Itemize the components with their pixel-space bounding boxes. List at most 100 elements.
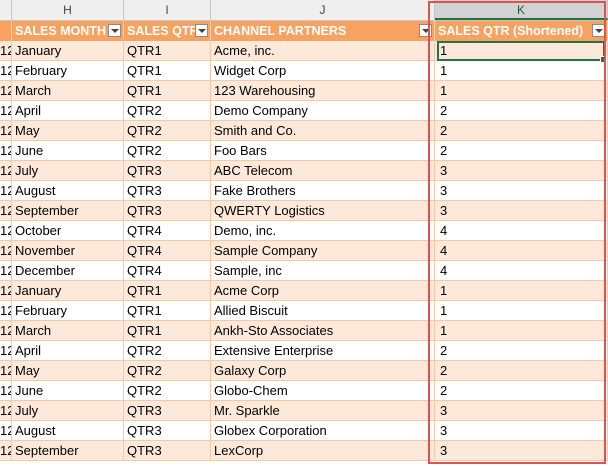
cell-sales-month[interactable]: August (12, 421, 124, 441)
cell-sales-month[interactable]: September (12, 201, 124, 221)
cell-partial[interactable]: 12 (0, 441, 12, 461)
cell-partial[interactable]: 12 (0, 261, 12, 281)
cell-sales-qtr[interactable]: QTR2 (124, 381, 211, 401)
cell-sales-month[interactable]: June (12, 381, 124, 401)
cell-sales-qtr[interactable]: QTR3 (124, 201, 211, 221)
cell-sales-month[interactable]: December (12, 261, 124, 281)
cell-sales-qtr-shortened[interactable]: 4 (435, 241, 608, 261)
cell-channel-partner[interactable]: Galaxy Corp (211, 361, 435, 381)
cell-partial[interactable]: 12 (0, 161, 12, 181)
cell-sales-month[interactable]: June (12, 141, 124, 161)
cell-sales-qtr-shortened[interactable]: 2 (435, 141, 608, 161)
column-header-j[interactable]: J (211, 0, 435, 20)
cell-sales-month[interactable]: October (12, 221, 124, 241)
cell-partial[interactable]: 12 (0, 141, 12, 161)
cell-sales-qtr-shortened[interactable]: 3 (435, 201, 608, 221)
filter-dropdown-icon[interactable] (195, 24, 208, 37)
cell-sales-qtr[interactable]: QTR3 (124, 181, 211, 201)
cell-sales-month[interactable]: March (12, 81, 124, 101)
cell-sales-qtr-shortened[interactable]: 1 (435, 301, 608, 321)
cell-channel-partner[interactable]: QWERTY Logistics (211, 201, 435, 221)
cell-channel-partner[interactable]: Sample Company (211, 241, 435, 261)
header-cell-channel-partners[interactable]: CHANNEL PARTNERS (211, 21, 435, 41)
filter-dropdown-icon[interactable] (419, 24, 432, 37)
filter-dropdown-icon[interactable] (592, 24, 605, 37)
column-header-h[interactable]: H (12, 0, 124, 20)
header-cell-sales-month[interactable]: SALES MONTH (12, 21, 124, 41)
cell-sales-qtr[interactable]: QTR3 (124, 161, 211, 181)
cell-sales-month[interactable]: May (12, 361, 124, 381)
cell-channel-partner[interactable]: Foo Bars (211, 141, 435, 161)
column-header-k[interactable]: K (435, 0, 608, 20)
cell-channel-partner[interactable]: Acme, inc. (211, 41, 435, 61)
cell-sales-qtr-shortened[interactable]: 1 (435, 281, 608, 301)
cell-sales-qtr-shortened[interactable]: 3 (435, 181, 608, 201)
cell-sales-qtr[interactable]: QTR2 (124, 361, 211, 381)
cell-sales-qtr[interactable]: QTR1 (124, 61, 211, 81)
cell-sales-qtr[interactable]: QTR4 (124, 221, 211, 241)
cell-channel-partner[interactable]: Mr. Sparkle (211, 401, 435, 421)
cell-channel-partner[interactable]: Fake Brothers (211, 181, 435, 201)
cell-channel-partner[interactable]: Smith and Co. (211, 121, 435, 141)
cell-sales-qtr[interactable]: QTR2 (124, 121, 211, 141)
cell-sales-qtr[interactable]: QTR1 (124, 301, 211, 321)
cell-channel-partner[interactable]: Sample, inc (211, 261, 435, 281)
cell-sales-qtr-shortened[interactable]: 2 (435, 381, 608, 401)
cell-partial[interactable]: 12 (0, 421, 12, 441)
cell-sales-month[interactable]: February (12, 301, 124, 321)
cell-sales-month[interactable]: May (12, 121, 124, 141)
cell-sales-qtr-shortened[interactable]: 2 (435, 121, 608, 141)
cell-sales-month[interactable]: April (12, 341, 124, 361)
cell-channel-partner[interactable]: LexCorp (211, 441, 435, 461)
cell-sales-month[interactable]: July (12, 161, 124, 181)
cell-sales-qtr[interactable]: QTR1 (124, 81, 211, 101)
cell-sales-month[interactable]: February (12, 61, 124, 81)
cell-channel-partner[interactable]: Allied Biscuit (211, 301, 435, 321)
cell-sales-qtr-shortened[interactable]: 3 (435, 421, 608, 441)
cell-channel-partner[interactable]: 123 Warehousing (211, 81, 435, 101)
cell-sales-qtr-shortened[interactable]: 2 (435, 341, 608, 361)
cell-sales-qtr-shortened[interactable]: 4 (435, 261, 608, 281)
cell-sales-qtr-shortened[interactable]: 1 (435, 61, 608, 81)
cell-sales-qtr[interactable]: QTR3 (124, 421, 211, 441)
cell-channel-partner[interactable]: Acme Corp (211, 281, 435, 301)
cell-channel-partner[interactable]: Extensive Enterprise (211, 341, 435, 361)
cell-sales-qtr[interactable]: QTR4 (124, 261, 211, 281)
cell-sales-month[interactable]: April (12, 101, 124, 121)
column-header-partial[interactable] (0, 0, 12, 20)
cell-sales-qtr[interactable]: QTR4 (124, 241, 211, 261)
cell-partial[interactable]: 12 (0, 241, 12, 261)
cell-sales-qtr[interactable]: QTR3 (124, 401, 211, 421)
cell-sales-qtr-shortened[interactable]: 3 (435, 441, 608, 461)
cell-sales-qtr-shortened[interactable]: 3 (435, 161, 608, 181)
cell-channel-partner[interactable]: Widget Corp (211, 61, 435, 81)
cell-partial[interactable]: 12 (0, 81, 12, 101)
cell-channel-partner[interactable]: Demo Company (211, 101, 435, 121)
cell-partial[interactable]: 12 (0, 121, 12, 141)
cell-sales-qtr-shortened[interactable]: 1 (435, 41, 608, 61)
column-header-i[interactable]: I (124, 0, 211, 20)
header-cell-sales-qtr-shortened[interactable]: SALES QTR (Shortened) (435, 21, 608, 41)
cell-sales-qtr-shortened[interactable]: 1 (435, 321, 608, 341)
cell-sales-qtr[interactable]: QTR1 (124, 321, 211, 341)
cell-sales-qtr-shortened[interactable]: 1 (435, 81, 608, 101)
cell-partial[interactable]: 12 (0, 101, 12, 121)
cell-partial[interactable]: 12 (0, 181, 12, 201)
cell-channel-partner[interactable]: Ankh-Sto Associates (211, 321, 435, 341)
cell-channel-partner[interactable]: Demo, inc. (211, 221, 435, 241)
cell-partial[interactable]: 12 (0, 201, 12, 221)
cell-sales-month[interactable]: January (12, 41, 124, 61)
header-cell-sales-qtr[interactable]: SALES QTR (124, 21, 211, 41)
cell-partial[interactable]: 12 (0, 41, 12, 61)
cell-partial[interactable]: 12 (0, 361, 12, 381)
cell-sales-qtr[interactable]: QTR2 (124, 141, 211, 161)
cell-sales-qtr-shortened[interactable]: 4 (435, 221, 608, 241)
cell-partial[interactable]: 12 (0, 281, 12, 301)
cell-sales-month[interactable]: March (12, 321, 124, 341)
cell-partial[interactable]: 12 (0, 321, 12, 341)
cell-channel-partner[interactable]: ABC Telecom (211, 161, 435, 181)
cell-sales-qtr[interactable]: QTR2 (124, 341, 211, 361)
cell-sales-qtr[interactable]: QTR1 (124, 41, 211, 61)
cell-partial[interactable]: 12 (0, 301, 12, 321)
cell-sales-qtr[interactable]: QTR2 (124, 101, 211, 121)
